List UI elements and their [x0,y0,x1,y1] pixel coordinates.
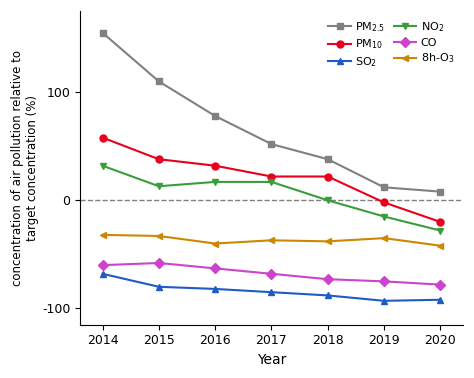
CO [438,282,443,287]
Legend: PM$_{2.5}$, PM$_{10}$, SO$_2$, NO$_2$, CO, 8h-O$_3$: PM$_{2.5}$, PM$_{10}$, SO$_2$, NO$_2$, C… [325,17,457,73]
PM$_{2.5}$ [156,79,162,84]
Line: PM$_{2.5}$: PM$_{2.5}$ [99,29,444,195]
NO$_2$ [269,180,274,184]
8h-O$_3$ [156,234,162,238]
8h-O$_3$ [212,241,218,246]
PM$_{10}$ [438,220,443,224]
PM$_{2.5}$ [381,185,387,190]
PM$_{10}$ [212,163,218,168]
PM$_{10}$ [325,174,330,179]
X-axis label: Year: Year [257,353,286,367]
Line: CO: CO [99,260,444,288]
8h-O$_3$ [381,236,387,240]
Line: PM$_{10}$: PM$_{10}$ [99,134,444,225]
PM$_{10}$ [381,200,387,205]
8h-O$_3$ [269,238,274,243]
PM$_{10}$ [269,174,274,179]
SO$_2$ [438,297,443,302]
CO [325,277,330,282]
NO$_2$ [100,163,105,168]
CO [269,271,274,276]
PM$_{2.5}$ [212,114,218,118]
NO$_2$ [381,214,387,219]
Line: 8h-O$_3$: 8h-O$_3$ [99,231,444,249]
CO [381,279,387,284]
Line: SO$_2$: SO$_2$ [99,270,444,304]
SO$_2$ [156,285,162,289]
SO$_2$ [269,290,274,294]
PM$_{10}$ [156,157,162,161]
CO [156,261,162,265]
PM$_{10}$ [100,135,105,140]
CO [212,266,218,271]
NO$_2$ [438,228,443,233]
Line: NO$_2$: NO$_2$ [99,162,444,234]
8h-O$_3$ [325,239,330,244]
SO$_2$ [212,287,218,291]
Y-axis label: concentration of air pollution relative to
target concentration (%): concentration of air pollution relative … [11,50,39,286]
CO [100,263,105,267]
8h-O$_3$ [100,232,105,237]
PM$_{2.5}$ [100,31,105,35]
8h-O$_3$ [438,243,443,248]
SO$_2$ [325,293,330,298]
PM$_{2.5}$ [438,189,443,194]
PM$_{2.5}$ [269,142,274,146]
NO$_2$ [325,198,330,203]
NO$_2$ [212,180,218,184]
SO$_2$ [100,271,105,276]
PM$_{2.5}$ [325,157,330,161]
SO$_2$ [381,299,387,303]
NO$_2$ [156,184,162,189]
